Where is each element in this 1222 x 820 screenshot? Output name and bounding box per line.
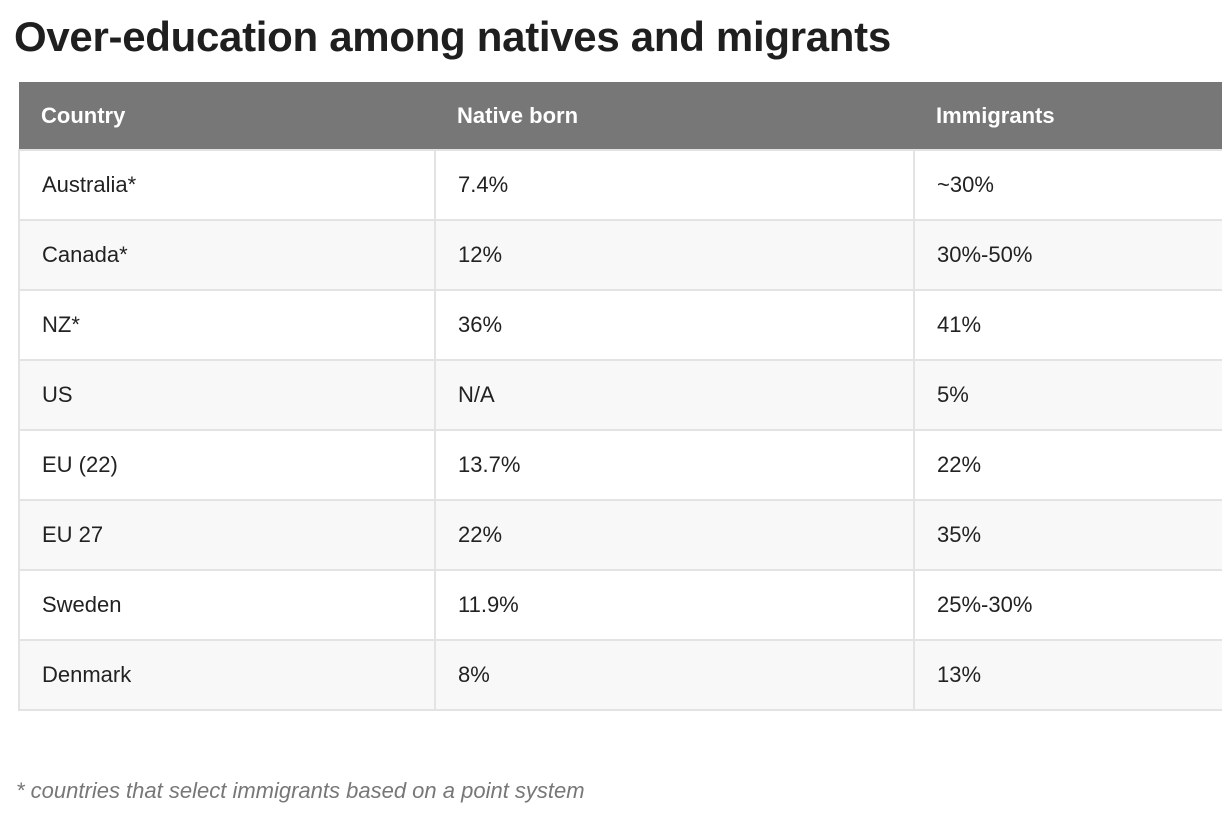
table-header-row: Country Native born Immigrants: [19, 82, 1222, 151]
cell-immigrants: 13%: [914, 640, 1222, 711]
cell-country: EU 27: [18, 500, 436, 571]
table-row: Australia* 7.4% ~30%: [18, 150, 1222, 221]
table-row: Sweden 11.9% 25%-30%: [18, 570, 1222, 641]
cell-immigrants: ~30%: [914, 150, 1222, 221]
cell-native-born: 12%: [435, 220, 915, 291]
cell-country: Australia*: [18, 150, 436, 221]
cell-immigrants: 5%: [914, 360, 1222, 431]
cell-country: Canada*: [18, 220, 436, 291]
page-title: Over-education among natives and migrant…: [14, 13, 891, 60]
cell-country: Denmark: [18, 640, 436, 711]
cell-immigrants: 41%: [914, 290, 1222, 361]
cell-immigrants: 25%-30%: [914, 570, 1222, 641]
table-row: Denmark 8% 13%: [18, 640, 1222, 711]
cell-native-born: 7.4%: [435, 150, 915, 221]
cell-country: US: [18, 360, 436, 431]
cell-native-born: 36%: [435, 290, 915, 361]
cell-immigrants: 22%: [914, 430, 1222, 501]
table-row: EU 27 22% 35%: [18, 500, 1222, 571]
cell-native-born: 22%: [435, 500, 915, 571]
column-header-native-born: Native born: [435, 82, 914, 151]
cell-country: Sweden: [18, 570, 436, 641]
data-table: Country Native born Immigrants Australia…: [18, 82, 1222, 711]
cell-country: NZ*: [18, 290, 436, 361]
footnote: * countries that select immigrants based…: [16, 778, 585, 803]
table-row: EU (22) 13.7% 22%: [18, 430, 1222, 501]
cell-immigrants: 35%: [914, 500, 1222, 571]
cell-native-born: 13.7%: [435, 430, 915, 501]
cell-native-born: N/A: [435, 360, 915, 431]
cell-country: EU (22): [18, 430, 436, 501]
table-row: US N/A 5%: [18, 360, 1222, 431]
cell-native-born: 8%: [435, 640, 915, 711]
column-header-country: Country: [19, 82, 435, 151]
cell-native-born: 11.9%: [435, 570, 915, 641]
column-header-immigrants: Immigrants: [914, 82, 1222, 151]
table-row: Canada* 12% 30%-50%: [18, 220, 1222, 291]
cell-immigrants: 30%-50%: [914, 220, 1222, 291]
table-row: NZ* 36% 41%: [18, 290, 1222, 361]
